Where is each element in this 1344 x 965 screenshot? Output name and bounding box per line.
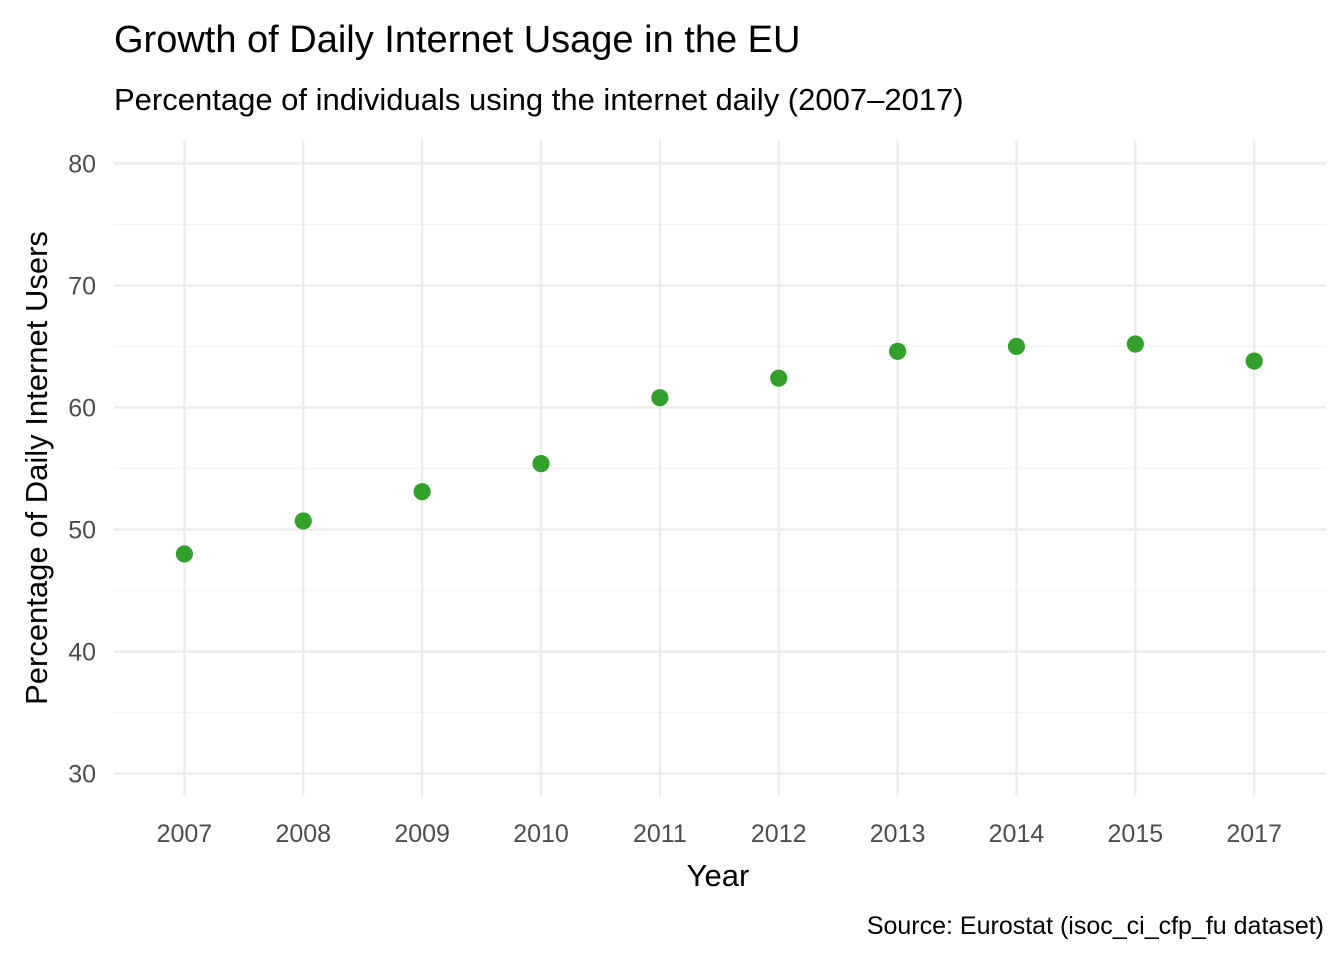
x-tick-label: 2009 xyxy=(394,820,450,848)
x-tick-label: 2015 xyxy=(1108,820,1164,848)
data-point xyxy=(1007,337,1026,356)
chart-caption: Source: Eurostat (isoc_ci_cfp_fu dataset… xyxy=(867,912,1324,940)
data-point xyxy=(651,389,669,407)
data-point xyxy=(175,545,193,563)
chart-title: Growth of Daily Internet Usage in the EU xyxy=(114,19,800,61)
gridlines xyxy=(114,140,1326,796)
x-tick-label: 2017 xyxy=(1226,820,1282,848)
data-point xyxy=(889,342,907,360)
data-point xyxy=(1245,352,1263,370)
x-tick-label: 2011 xyxy=(633,820,687,848)
y-tick-label: 50 xyxy=(68,517,96,545)
data-point xyxy=(770,369,788,387)
y-axis-title: Percentage of Daily Internet Users xyxy=(19,231,54,705)
chart-subtitle: Percentage of individuals using the inte… xyxy=(114,82,964,117)
x-tick-label: 2008 xyxy=(275,820,331,848)
data-points xyxy=(175,335,1263,563)
x-tick-label: 2014 xyxy=(989,820,1045,848)
y-tick-label: 80 xyxy=(68,150,96,178)
y-tick-label: 30 xyxy=(68,761,96,789)
x-tick-label: 2010 xyxy=(513,820,569,848)
data-point xyxy=(1126,335,1144,353)
y-axis-ticks: 30 40 50 60 70 80 xyxy=(68,150,96,788)
data-point xyxy=(532,455,550,473)
y-tick-label: 40 xyxy=(68,639,96,667)
x-tick-label: 2007 xyxy=(157,820,213,848)
data-point xyxy=(294,512,312,530)
y-tick-label: 60 xyxy=(68,394,96,422)
data-point xyxy=(413,483,431,501)
x-axis-ticks: 2007 2008 2009 2010 2011 2012 2013 2014 2015 2017 xyxy=(157,820,1282,848)
x-tick-label: 2013 xyxy=(870,820,926,848)
x-axis-title: Year xyxy=(687,858,750,893)
x-tick-label: 2012 xyxy=(751,820,807,848)
y-tick-label: 70 xyxy=(68,272,96,300)
